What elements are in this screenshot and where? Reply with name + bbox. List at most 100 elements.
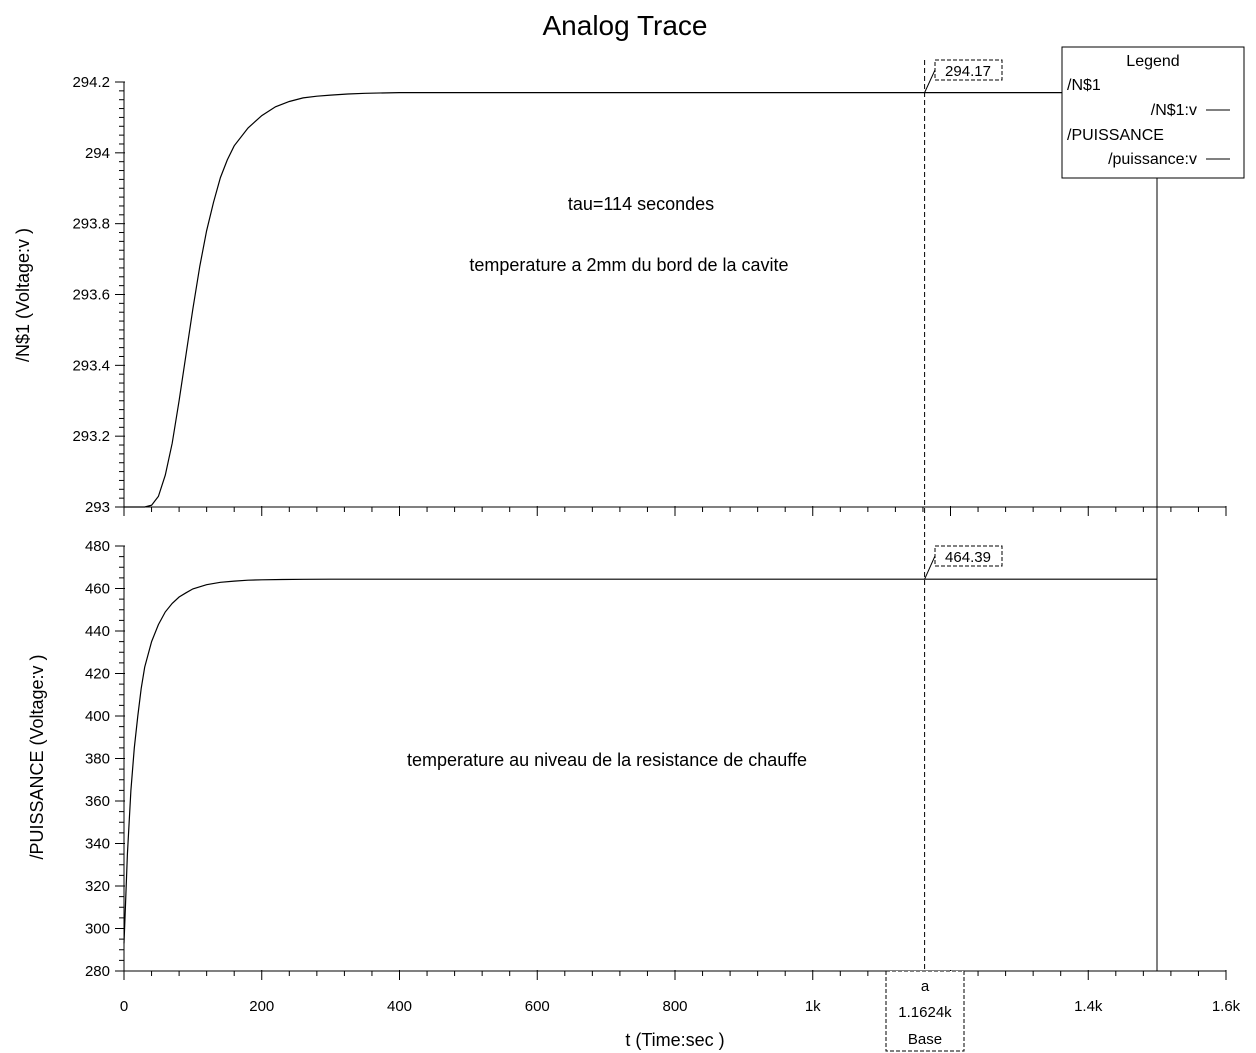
bottom-y-tick-label: 300 — [85, 921, 110, 938]
top-data-point — [144, 506, 145, 507]
tau-annotation: tau=114 secondes — [568, 194, 714, 214]
top-data-point — [158, 496, 159, 497]
bottom-data-point — [158, 624, 159, 625]
cursor-mode: Base — [908, 1031, 942, 1048]
top-data-point — [165, 475, 166, 476]
bottom-data-point — [192, 588, 193, 589]
bottom-data-point — [144, 667, 145, 668]
top-y-tick-label: 293.2 — [72, 428, 110, 445]
legend-title: Legend — [1126, 53, 1179, 70]
bottom-data-point — [206, 584, 207, 585]
bottom-y-tick-label: 280 — [85, 963, 110, 980]
top-data-point — [289, 101, 290, 102]
top-panel-description: temperature a 2mm du bord de la cavite — [469, 255, 788, 275]
top-series-line — [124, 91, 1158, 508]
bottom-series-line — [123, 578, 1158, 944]
bottom-data-point — [127, 854, 128, 855]
cursor-value: 1.1624k — [898, 1004, 952, 1021]
top-data-point — [123, 506, 124, 507]
top-data-point — [1019, 92, 1020, 93]
top-data-point — [316, 96, 317, 97]
bottom-panel: 280 300 320 340 360 380 400 420 440 460 480 — [85, 538, 1227, 980]
top-data-point — [606, 92, 607, 93]
x-tick-label: 1.6k — [1212, 998, 1241, 1015]
bottom-data-point — [141, 688, 142, 689]
x-tick-label: 600 — [525, 998, 550, 1015]
top-data-point — [206, 230, 207, 231]
top-y-tick-label: 293.8 — [72, 216, 110, 233]
bottom-data-point — [330, 579, 331, 580]
top-y-tick-label: 293 — [85, 499, 110, 516]
bottom-data-point — [234, 580, 235, 581]
cursor-readout-top-box — [934, 59, 1003, 81]
legend-entry-puissance: /puissance:v — [1108, 151, 1197, 168]
bottom-data-point — [125, 907, 126, 908]
top-data-point — [261, 115, 262, 116]
bottom-data-point — [151, 641, 152, 642]
bottom-data-point — [123, 943, 124, 944]
top-y-tick-label: 293.4 — [72, 357, 110, 374]
bottom-data-point — [220, 582, 221, 583]
bottom-data-point — [399, 579, 400, 580]
top-y-tick-label: 294.2 — [72, 74, 110, 91]
top-data-point — [227, 159, 228, 160]
bottom-data-point — [137, 715, 138, 716]
bottom-y-axis-title: /PUISSANCE (Voltage:v ) — [27, 654, 47, 859]
x-tick-label: 1k — [805, 998, 821, 1015]
top-data-point — [330, 95, 331, 96]
top-y-tick-label: 293.6 — [72, 287, 110, 304]
top-data-point — [247, 127, 248, 128]
top-data-point — [192, 308, 193, 309]
legend-entry-n1v: /N$1:v — [1151, 102, 1197, 119]
bottom-data-point — [950, 579, 951, 580]
top-data-point — [220, 177, 221, 178]
bottom-data-point — [172, 603, 173, 604]
top-panel: 293 293.2 293.4 293.6 293.8 294 294.2 — [72, 69, 1227, 516]
top-y-tick-label: 294 — [85, 145, 110, 162]
top-data-point — [151, 505, 152, 506]
bottom-y-tick-label: 460 — [85, 581, 110, 598]
top-data-point — [364, 93, 365, 94]
top-data-point — [172, 443, 173, 444]
top-data-point — [347, 93, 348, 94]
x-tick-label: 0 — [120, 998, 128, 1015]
bottom-y-tick-label: 320 — [85, 878, 110, 895]
bottom-y-tick-label: 360 — [85, 793, 110, 810]
top-data-point — [812, 92, 813, 93]
cursor-readout-bottom: 464.39 — [945, 549, 991, 566]
cursor-label-box[interactable] — [885, 970, 965, 1052]
top-data-point — [399, 92, 400, 93]
bottom-data-point — [261, 579, 262, 580]
x-axis-title: t (Time:sec ) — [625, 1030, 724, 1050]
bottom-cursor-leader — [924, 555, 936, 580]
top-data-point — [468, 92, 469, 93]
bottom-y-tick-label: 440 — [85, 623, 110, 640]
bottom-y-tick-label: 420 — [85, 666, 110, 683]
bottom-data-point — [130, 790, 131, 791]
legend-group-puissance: /PUISSANCE — [1067, 127, 1164, 144]
bottom-y-tick-label: 400 — [85, 708, 110, 725]
legend-group-n1: /N$1 — [1067, 77, 1101, 94]
top-y-axis-title: /N$1 (Voltage:v ) — [13, 228, 33, 362]
bottom-panel-description: temperature au niveau de la resistance d… — [407, 750, 807, 770]
bottom-data-point — [743, 579, 744, 580]
bottom-y-tick-label: 380 — [85, 751, 110, 768]
top-data-point — [275, 106, 276, 107]
bottom-data-point — [302, 579, 303, 580]
bottom-data-point — [179, 596, 180, 597]
bottom-y-tick-label: 480 — [85, 538, 110, 555]
legend: Legend /N$1 /N$1:v /PUISSANCE /puissance… — [1061, 46, 1245, 179]
legend-box — [1061, 46, 1245, 179]
top-cursor-leader — [924, 69, 936, 93]
cursor-a[interactable]: 294.17 464.39 a 1.1624k Base — [885, 59, 1003, 1052]
top-data-point — [302, 97, 303, 98]
top-data-point — [179, 400, 180, 401]
bottom-y-tick-label: 340 — [85, 836, 110, 853]
bottom-data-point — [165, 611, 166, 612]
x-tick-label: 400 — [387, 998, 412, 1015]
top-data-point — [185, 354, 186, 355]
bottom-data-point — [185, 592, 186, 593]
chart-title: Analog Trace — [543, 10, 708, 41]
